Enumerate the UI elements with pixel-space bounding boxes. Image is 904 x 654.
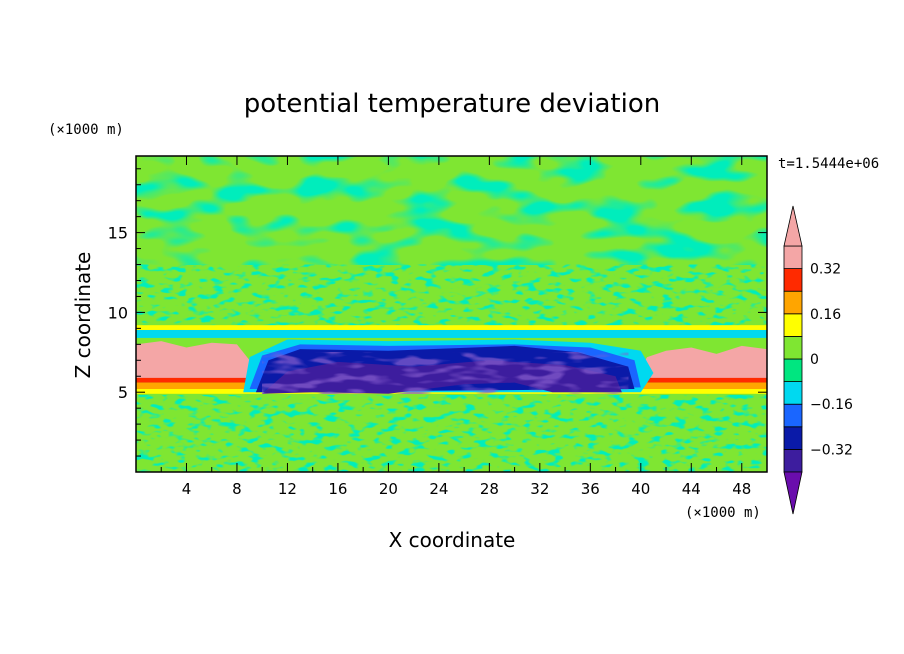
colorbar-segment <box>783 426 803 450</box>
colorbar: 0.32 0.16 0 −0.16 −0.32 <box>783 205 853 515</box>
field-warm-left <box>136 341 256 378</box>
x-tick-label: 28 <box>480 480 499 498</box>
colorbar-segment <box>783 403 803 428</box>
colorbar-segment <box>783 268 803 292</box>
chart-title: potential temperature deviation <box>244 89 660 119</box>
x-tick-label: 36 <box>581 480 600 498</box>
colorbar-segment <box>783 335 803 360</box>
colorbar-segment <box>783 358 803 383</box>
y-tick-label: 10 <box>108 303 128 322</box>
x-tick-label: 24 <box>429 480 448 498</box>
time-label: t=1.5444e+06 <box>778 156 879 172</box>
field-mid-texture <box>136 264 767 337</box>
x-axis-label: X coordinate <box>389 528 516 552</box>
field-warm-right <box>634 345 767 378</box>
field-lower-texture <box>136 395 767 472</box>
x-tick-label: 20 <box>379 480 398 498</box>
colorbar-label: 0.32 <box>810 262 841 278</box>
y-tick-label: 5 <box>118 383 128 402</box>
colorbar-label: 0 <box>810 352 819 368</box>
y-axis-label: Z coordinate <box>71 252 95 379</box>
x-tick-label: 4 <box>182 480 192 498</box>
field-cold-texture <box>262 352 629 394</box>
colorbar-segment <box>783 313 803 337</box>
colorbar-segment <box>783 381 803 405</box>
field-band-cyan <box>136 329 767 338</box>
x-axis-unit: (×1000 m) <box>685 505 761 521</box>
heatmap-field <box>136 156 767 472</box>
colorbar-extend-bottom <box>783 471 803 515</box>
colorbar-label: −0.32 <box>810 442 853 458</box>
y-tick-label: 15 <box>108 224 128 243</box>
x-tick-label: 8 <box>232 480 242 498</box>
x-axis-ticks: 4 8 12 16 20 24 28 32 36 40 44 48 <box>160 156 751 498</box>
y-axis-unit: (×1000 m) <box>48 122 124 138</box>
y-axis-ticks: 5 10 15 <box>108 168 767 457</box>
colorbar-segment <box>783 448 803 473</box>
x-tick-label: 12 <box>278 480 297 498</box>
x-tick-label: 48 <box>732 480 751 498</box>
colorbar-extend-top <box>783 205 803 247</box>
x-tick-label: 44 <box>682 480 701 498</box>
x-tick-label: 40 <box>631 480 650 498</box>
x-tick-label: 16 <box>328 480 347 498</box>
field-band-yellow <box>136 325 767 330</box>
x-tick-label: 32 <box>530 480 549 498</box>
colorbar-label: −0.16 <box>810 397 853 413</box>
colorbar-segment <box>783 290 803 315</box>
colorbar-label: 0.16 <box>810 307 841 323</box>
plot-frame <box>135 155 768 473</box>
colorbar-segment <box>783 245 803 270</box>
field-upper-texture <box>136 156 767 265</box>
